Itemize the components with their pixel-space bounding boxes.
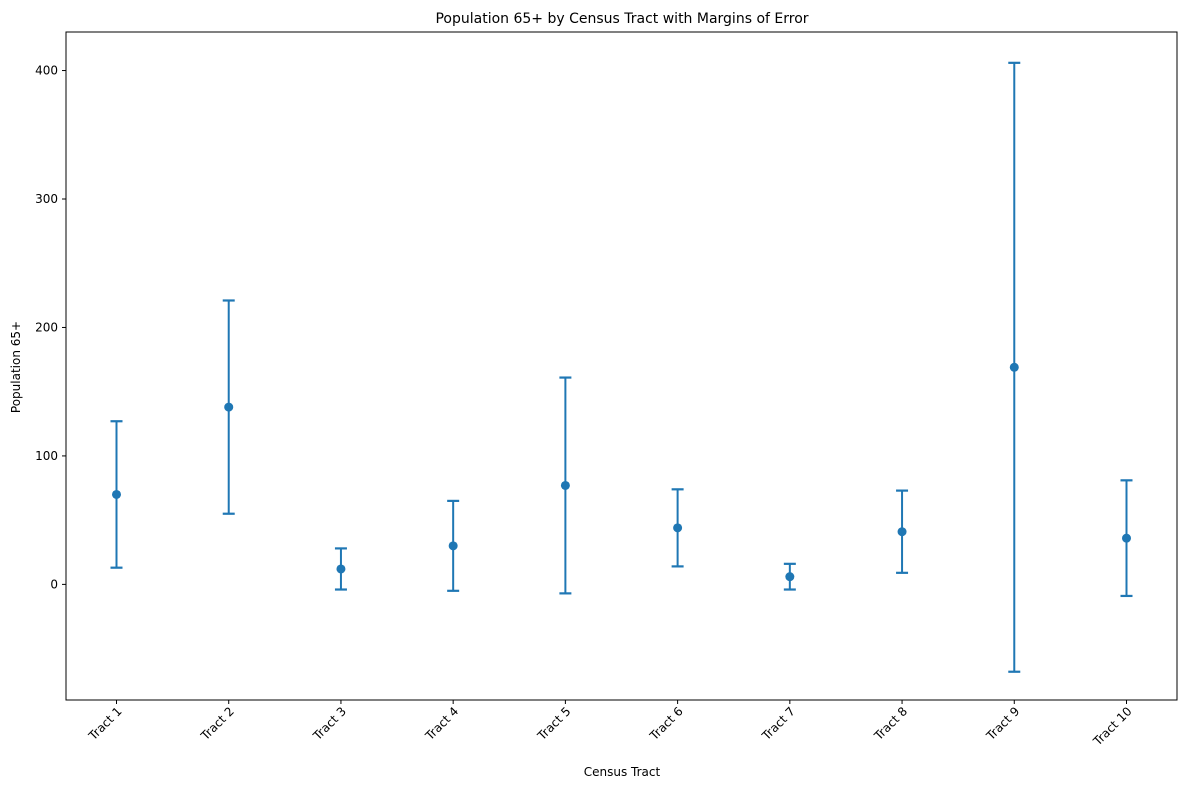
y-tick-label: 200 (35, 320, 58, 334)
data-point (1009, 362, 1019, 372)
data-point (112, 489, 121, 499)
data-point-group (110, 420, 123, 569)
y-axis-label: Population 65+ (9, 321, 23, 413)
data-point-group (896, 489, 909, 574)
data-point (560, 480, 570, 490)
y-tick-label: 0 (50, 577, 58, 591)
data-point-group (447, 499, 460, 592)
data-point (897, 527, 907, 537)
data-point-group (1120, 479, 1133, 598)
data-point (673, 523, 683, 533)
data-point-group (783, 562, 796, 591)
y-tick-label: 300 (35, 192, 58, 206)
data-point (336, 564, 346, 574)
data-point-group (1008, 61, 1021, 673)
data-point (1122, 533, 1131, 543)
data-point (448, 541, 458, 551)
chart-title: Population 65+ by Census Tract with Marg… (435, 11, 808, 27)
axes-frame (65, 31, 1178, 701)
data-point-group (559, 376, 572, 595)
y-tick-label: 100 (35, 449, 58, 463)
data-point-group (222, 299, 235, 515)
data-point (785, 572, 795, 582)
data-point-group (334, 547, 347, 591)
data-point-group (671, 488, 684, 568)
x-axis-label: Census Tract (584, 765, 661, 779)
data-point (224, 402, 234, 412)
y-tick-label: 400 (35, 64, 58, 78)
